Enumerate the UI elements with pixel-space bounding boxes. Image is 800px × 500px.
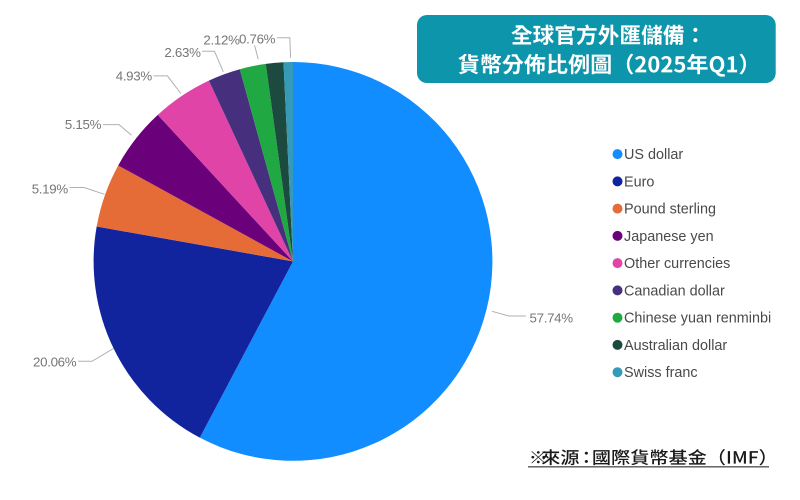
- svg-text:Australian dollar: Australian dollar: [624, 338, 727, 354]
- svg-text:Pound sterling: Pound sterling: [624, 202, 716, 218]
- svg-text:5.15%: 5.15%: [65, 117, 102, 132]
- svg-text:5.19%: 5.19%: [32, 181, 69, 196]
- svg-text:20.06%: 20.06%: [33, 355, 77, 370]
- svg-text:Chinese yuan renminbi: Chinese yuan renminbi: [624, 311, 771, 327]
- svg-text:2.63%: 2.63%: [164, 45, 201, 60]
- svg-text:Canadian dollar: Canadian dollar: [624, 283, 725, 299]
- svg-text:Japanese yen: Japanese yen: [624, 229, 714, 245]
- svg-text:0.76%: 0.76%: [239, 31, 276, 46]
- svg-text:2.12%: 2.12%: [203, 33, 240, 48]
- svg-text:Swiss franc: Swiss franc: [624, 365, 698, 381]
- svg-text:57.74%: 57.74%: [530, 310, 574, 325]
- svg-text:Euro: Euro: [624, 174, 654, 190]
- svg-text:US dollar: US dollar: [624, 147, 683, 163]
- svg-text:Other currencies: Other currencies: [624, 256, 730, 272]
- svg-text:4.93%: 4.93%: [116, 69, 153, 84]
